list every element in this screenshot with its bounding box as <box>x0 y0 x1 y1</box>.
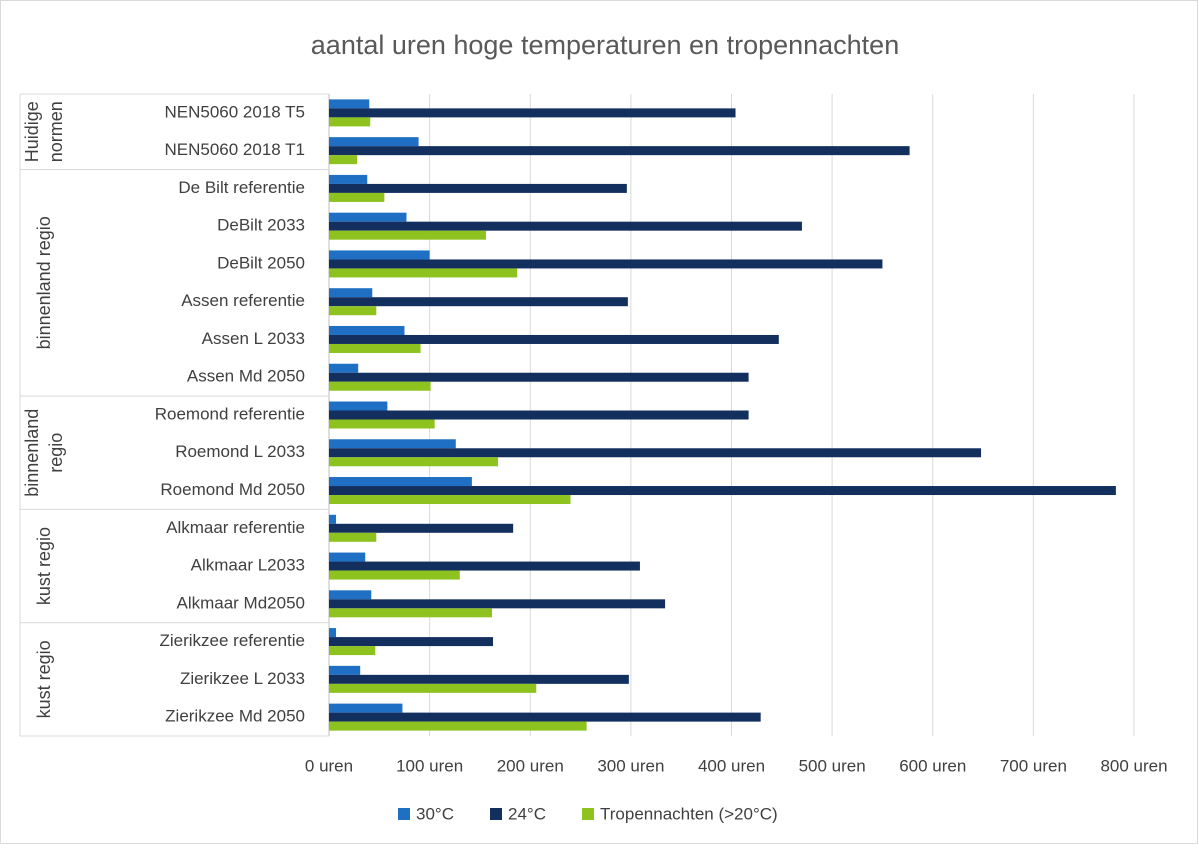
y-tick-label: Roemond L 2033 <box>175 442 305 461</box>
bar <box>329 381 431 391</box>
bar <box>329 146 910 156</box>
x-tick-label: 800 uren <box>1100 756 1167 775</box>
bar <box>329 372 749 382</box>
x-tick-label: 200 uren <box>497 756 564 775</box>
bar <box>329 646 376 656</box>
y-tick-label: Assen L 2033 <box>202 329 305 348</box>
bar <box>329 183 627 193</box>
bar <box>329 259 883 269</box>
bar <box>329 221 802 231</box>
bar <box>329 325 405 335</box>
group-label: normen <box>46 101 66 162</box>
bar <box>329 155 358 165</box>
y-tick-label: NEN5060 2018 T1 <box>164 140 305 159</box>
y-tick-label: Roemond Md 2050 <box>160 480 305 499</box>
bar <box>329 288 373 298</box>
bar <box>329 683 537 693</box>
group-label: Huidige <box>22 101 42 162</box>
bar <box>329 561 640 571</box>
bar <box>329 306 377 316</box>
x-tick-label: 300 uren <box>597 756 664 775</box>
legend-swatch <box>582 808 594 820</box>
bar <box>329 712 761 722</box>
bar <box>329 192 385 202</box>
bar <box>329 637 494 647</box>
y-tick-label: Zierikzee Md 2050 <box>165 707 305 726</box>
x-tick-label: 400 uren <box>698 756 765 775</box>
y-tick-label: De Bilt referentie <box>178 178 305 197</box>
bar <box>329 721 587 731</box>
bar <box>329 703 403 713</box>
x-tick-label: 0 uren <box>305 756 353 775</box>
group-label: regio <box>46 433 66 473</box>
bar <box>329 523 514 533</box>
y-tick-label: Zierikzee referentie <box>159 631 305 650</box>
bar <box>329 230 486 240</box>
legend-swatch <box>490 808 502 820</box>
legend-label: 24°C <box>508 804 546 823</box>
group-label: kust regio <box>34 640 54 718</box>
bar <box>329 590 372 600</box>
bar <box>329 99 370 109</box>
bar <box>329 250 430 260</box>
x-tick-label: 700 uren <box>1000 756 1067 775</box>
x-tick-label: 100 uren <box>396 756 463 775</box>
x-tick-label: 600 uren <box>899 756 966 775</box>
bar <box>329 514 337 524</box>
legend-label: Tropennachten (>20°C) <box>600 804 778 823</box>
bar <box>329 477 472 487</box>
bar <box>329 552 366 562</box>
bar <box>329 410 749 420</box>
y-tick-label: DeBilt 2033 <box>217 216 305 235</box>
bar <box>329 419 435 429</box>
bar <box>329 174 368 184</box>
bar <box>329 401 388 411</box>
chart-title: aantal uren hoge temperaturen en tropenn… <box>311 30 899 60</box>
group-label: kust regio <box>34 527 54 605</box>
bar <box>329 570 460 580</box>
bar <box>329 448 982 458</box>
bar <box>329 608 493 618</box>
bar <box>329 486 1116 496</box>
y-tick-label: Roemond referentie <box>155 404 305 423</box>
legend-label: 30°C <box>416 804 454 823</box>
group-label: binnenland <box>22 409 42 497</box>
bar <box>329 674 629 684</box>
y-tick-label: Alkmaar referentie <box>166 518 305 537</box>
bar <box>329 457 499 467</box>
bar <box>329 599 666 609</box>
group-label: binnenland regio <box>34 216 54 349</box>
bar <box>329 334 779 344</box>
y-tick-label: NEN5060 2018 T5 <box>164 102 305 121</box>
y-tick-label: DeBilt 2050 <box>217 253 305 272</box>
bar <box>329 532 377 542</box>
bar <box>329 343 421 353</box>
bar <box>329 297 628 307</box>
y-tick-label: Zierikzee L 2033 <box>180 669 305 688</box>
y-tick-label: Assen referentie <box>181 291 305 310</box>
bar <box>329 363 359 373</box>
bar <box>329 137 419 147</box>
bar <box>329 117 371 127</box>
bar <box>329 108 736 118</box>
bar <box>329 665 361 675</box>
bar <box>329 495 571 505</box>
bar <box>329 439 456 449</box>
x-tick-label: 500 uren <box>799 756 866 775</box>
legend-swatch <box>398 808 410 820</box>
y-tick-label: Assen Md 2050 <box>187 367 305 386</box>
y-tick-label: Alkmaar L2033 <box>191 556 305 575</box>
bar <box>329 628 337 638</box>
y-tick-label: Alkmaar Md2050 <box>176 593 305 612</box>
bar <box>329 268 518 278</box>
bar <box>329 212 407 222</box>
